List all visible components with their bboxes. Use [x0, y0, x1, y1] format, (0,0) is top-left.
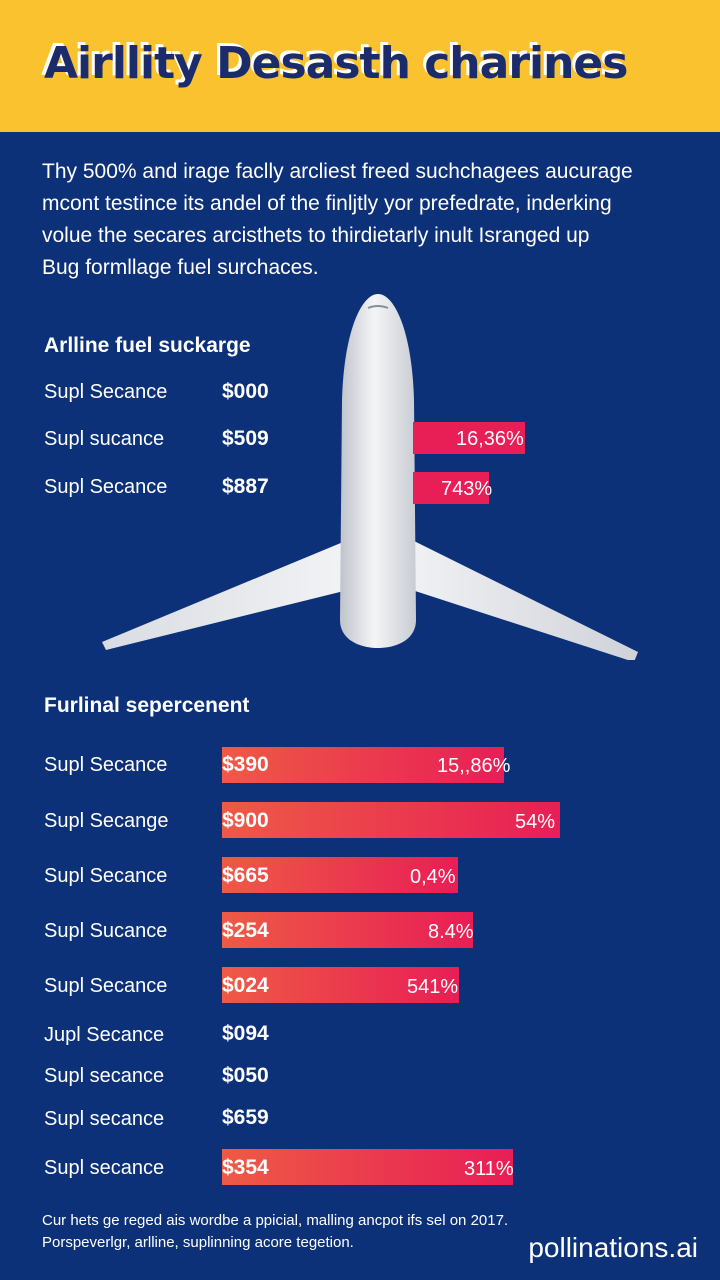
- section-title-fuel-surcharge: Arlline fuel suckarge: [44, 334, 251, 357]
- chart-percent-label: 16,36%: [456, 428, 524, 450]
- chart-category: Supl secance: [44, 1157, 165, 1179]
- intro-paragraph: Thy 500% and irage faclly arcliest freed…: [42, 156, 682, 284]
- intro-line: Bug formllage fuel surchaces.: [42, 256, 319, 279]
- footer-line: Cur hets ge reged ais wordbe a ppicial, …: [42, 1212, 509, 1229]
- section-title-fuel-percentage: Furlinal sepercenent: [44, 694, 250, 717]
- chart-value-label: $509: [222, 427, 269, 450]
- chart-value-label: $390: [222, 753, 269, 776]
- airplane-icon: [102, 294, 638, 660]
- chart-category: Supl Secance: [44, 975, 168, 997]
- chart-value-label: $094: [222, 1022, 269, 1045]
- chart-category: Supl Sucance: [44, 920, 168, 942]
- intro-line: volue the secares arcisthets to thirdiet…: [42, 224, 590, 247]
- chart-value-label: $254: [222, 919, 269, 942]
- chart-percent-label: 15,,86%: [437, 755, 511, 777]
- footer-line: Porspeverlgr, arlline, suplinning acore …: [42, 1234, 354, 1251]
- chart-value-label: $000: [222, 380, 269, 403]
- chart-value-label: $659: [222, 1106, 269, 1129]
- chart-percent-label: 743%: [441, 478, 493, 500]
- chart-value-label: $024: [222, 974, 269, 997]
- chart-value-label: $887: [222, 475, 269, 498]
- chart-bar: [222, 912, 473, 948]
- chart-value-label: $354: [222, 1156, 269, 1179]
- chart-percent-label: 0,4%: [410, 866, 456, 888]
- chart-bar: [413, 472, 489, 504]
- chart-category: Supl sucance: [44, 428, 165, 450]
- header-banner: Airllity Desasth charines: [0, 0, 720, 132]
- chart-category: Supl Secance: [44, 754, 168, 776]
- chart-category: Supl secance: [44, 1108, 165, 1130]
- brand-watermark: pollinations.ai: [528, 1232, 698, 1263]
- page-title: Airllity Desasth charines: [44, 38, 628, 89]
- chart-category: Supl Secance: [44, 865, 168, 887]
- chart-category: Supl Secange: [44, 810, 169, 832]
- chart-bar: [222, 1149, 513, 1185]
- chart-value-label: $900: [222, 809, 269, 832]
- chart-bar: [222, 857, 458, 893]
- intro-line: Thy 500% and irage faclly arcliest freed…: [42, 160, 633, 183]
- chart-value-label: $050: [222, 1064, 269, 1087]
- chart-bar: [222, 747, 504, 783]
- chart-percent-label: 541%: [407, 976, 459, 998]
- chart-bar: [222, 967, 459, 1003]
- footer-note: Cur hets ge reged ais wordbe a ppicial, …: [42, 1210, 508, 1254]
- chart-category: Supl Secance: [44, 381, 168, 403]
- chart-value-label: $665: [222, 864, 269, 887]
- chart-percent-label: 311%: [464, 1158, 514, 1180]
- chart-category: Jupl Secance: [44, 1024, 165, 1046]
- chart-bar: [413, 422, 525, 454]
- chart-percent-label: 54%: [515, 811, 556, 833]
- chart-bar: [222, 802, 560, 838]
- chart-category: Supl Secance: [44, 476, 168, 498]
- chart-category: Supl secance: [44, 1065, 165, 1087]
- chart-percent-label: 8.4%: [428, 921, 474, 943]
- intro-line: mcont testince its andel of the finljtly…: [42, 192, 612, 215]
